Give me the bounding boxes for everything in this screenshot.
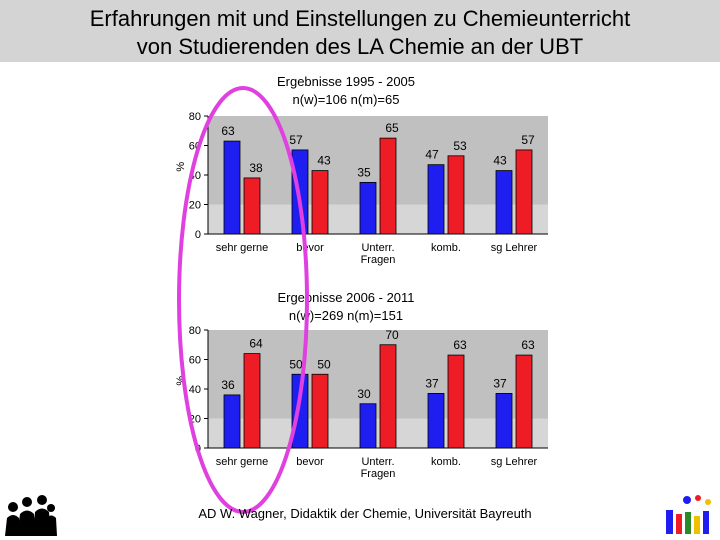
chart1-data-label: 65 — [385, 121, 399, 135]
chart1-data-label: 38 — [249, 161, 263, 175]
chart1-caption-line-1: Ergebnisse 1995 - 2005 — [276, 74, 416, 89]
chart2-y-tick-label: 40 — [189, 384, 201, 396]
chart2-caption-line-2: n(w)=269 n(m)=151 — [288, 308, 404, 323]
footer-credit: AD W. Wagner, Didaktik der Chemie, Unive… — [198, 506, 532, 521]
chart2-bar — [223, 394, 241, 449]
chart2-category-label: bevor — [296, 456, 324, 468]
chart1-plot-floor — [208, 204, 548, 234]
chart1-bar — [495, 170, 513, 235]
didaktik-logo — [666, 495, 711, 534]
chart1-bar — [427, 164, 445, 235]
chart2-y-tick-label: 60 — [189, 355, 201, 367]
chart1-category-label: Unterr. — [361, 242, 394, 254]
chart2-plot-area — [208, 330, 548, 419]
chart2-caption-line-1: Ergebnisse 2006 - 2011 — [277, 290, 415, 305]
chart1-data-label: 47 — [425, 148, 439, 162]
chart1-data-label: 57 — [289, 133, 303, 147]
chart1-category-label: komb. — [431, 242, 461, 254]
chart1-data-label: 43 — [317, 154, 331, 168]
chart2-data-label: 50 — [289, 357, 303, 371]
chart1-bar — [223, 140, 241, 235]
chart2-category-label: Fragen — [361, 468, 396, 480]
chart2-category-label: komb. — [431, 456, 461, 468]
chart2-bar — [379, 344, 397, 449]
chart2-bar — [515, 354, 533, 449]
slide-title-line-1: Erfahrungen mit und Einstellungen zu Che… — [89, 6, 631, 31]
chart2-data-label: 70 — [385, 328, 399, 342]
chart1-plot-area — [208, 116, 548, 205]
chart2-data-label: 50 — [317, 357, 331, 371]
chart1-bar — [243, 177, 261, 235]
chart2-bar — [427, 393, 445, 449]
chart1-category-label: sehr gerne — [216, 242, 269, 254]
chart1-data-label: 57 — [521, 133, 535, 147]
chart2-data-label: 63 — [521, 338, 535, 352]
chart1-bar — [379, 137, 397, 235]
chart2-bar — [243, 353, 261, 449]
chart1-data-label: 63 — [221, 124, 235, 138]
chart2-category-label: sehr gerne — [216, 456, 269, 468]
chart1-data-label: 35 — [357, 165, 371, 179]
chart2-data-label: 37 — [493, 376, 507, 390]
chart2-bar — [447, 354, 465, 449]
chart2-bar — [495, 393, 513, 449]
chart1-bar — [311, 170, 329, 235]
chart2-plot-floor — [208, 418, 548, 448]
chart1-y-axis-label: % — [175, 162, 187, 172]
chart1-y-tick-label: 80 — [189, 111, 201, 123]
chart2-category-label: sg Lehrer — [491, 456, 538, 468]
people-silhouette-logo — [5, 495, 57, 536]
chart1-bar — [359, 181, 377, 235]
chart1-category-label: sg Lehrer — [491, 242, 538, 254]
chart1-data-label: 53 — [453, 139, 467, 153]
chart2-y-axis-label: % — [175, 376, 187, 386]
chart2-data-label: 64 — [249, 337, 263, 351]
chart2-data-label: 63 — [453, 338, 467, 352]
chart1-bar — [447, 155, 465, 235]
chart1-category-label: Fragen — [361, 254, 396, 266]
chart1-y-tick-label: 20 — [189, 200, 201, 212]
slide-title-line-2: von Studierenden des LA Chemie an der UB… — [136, 34, 584, 59]
chart2-bar — [291, 373, 309, 449]
chart2-data-label: 30 — [357, 387, 371, 401]
chart1-y-tick-label: 0 — [195, 229, 201, 241]
chart1-data-label: 43 — [493, 154, 507, 168]
chart2-bar — [359, 403, 377, 449]
chart2-category-label: Unterr. — [361, 456, 394, 468]
chart1-bar — [515, 149, 533, 235]
chart2-data-label: 37 — [425, 376, 439, 390]
chart2-y-tick-label: 80 — [189, 325, 201, 337]
chart2-bar — [311, 373, 329, 449]
chart2-data-label: 36 — [221, 378, 235, 392]
chart1-caption-line-2: n(w)=106 n(m)=65 — [292, 92, 400, 107]
title-band — [0, 0, 720, 62]
